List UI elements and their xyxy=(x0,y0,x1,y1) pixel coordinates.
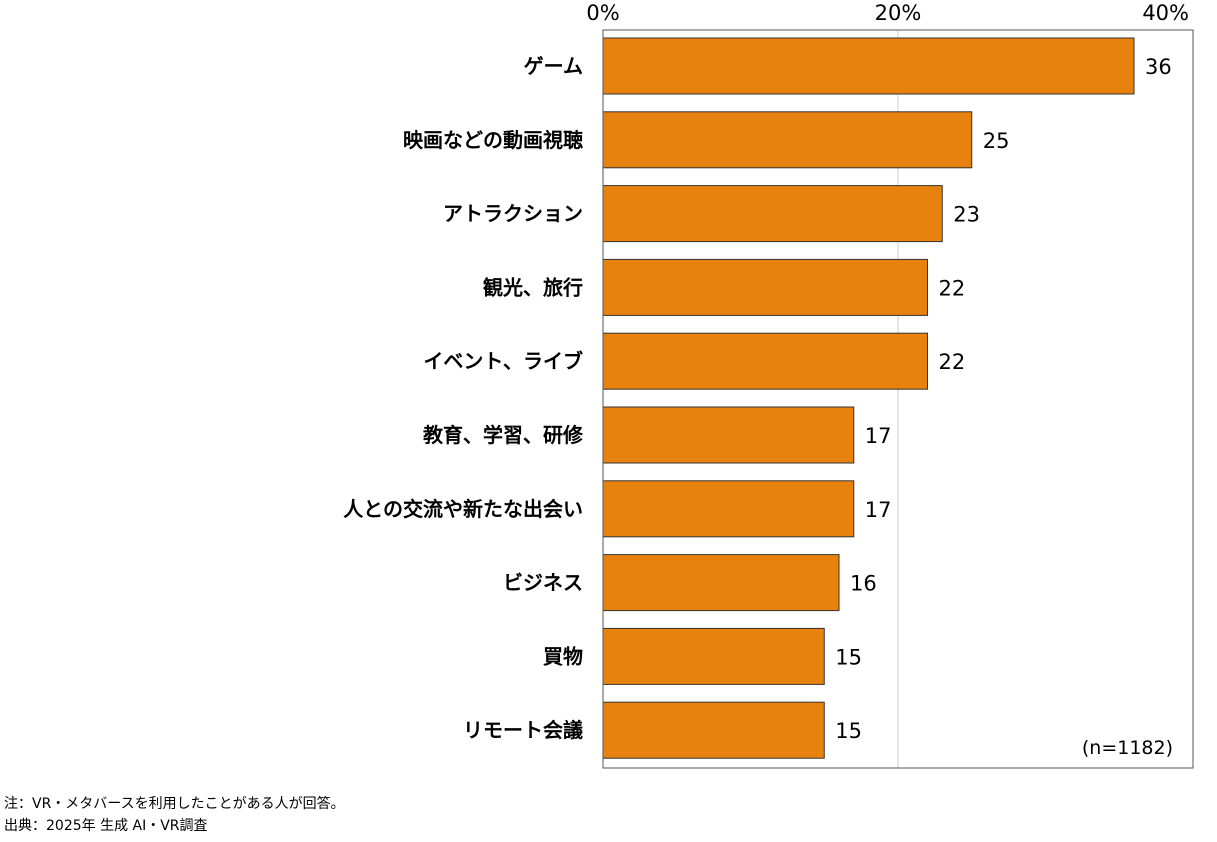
value-label: 16 xyxy=(850,572,877,596)
bar xyxy=(602,258,928,316)
value-label: 17 xyxy=(865,424,892,448)
category-label: 教育、学習、研修 xyxy=(423,423,584,447)
bar xyxy=(602,37,1135,95)
sample-size-note: (n=1182) xyxy=(1082,737,1173,759)
category-label: ビジネス xyxy=(503,571,583,595)
note-footnote: 注：VR・メタバースを利用したことがある人が回答。 xyxy=(4,796,345,812)
category-label: ゲーム xyxy=(524,54,583,78)
tick-labels: 0% 20% 40% xyxy=(586,1,1189,25)
value-label: 36 xyxy=(1145,55,1172,79)
category-label: 映画などの動画視聴 xyxy=(403,128,583,152)
category-label: リモート会議 xyxy=(463,718,583,742)
value-label: 22 xyxy=(939,350,966,374)
value-labels: 36 25 23 22 22 17 17 16 15 15 xyxy=(835,55,1171,743)
bars xyxy=(602,37,1135,759)
bar xyxy=(602,406,855,464)
bar xyxy=(602,185,943,243)
category-label: 人との交流や新たな出会い xyxy=(343,497,583,521)
category-label: 観光、旅行 xyxy=(483,275,583,299)
source-footnote: 出典：2025年 生成 AI・VR調査 xyxy=(4,818,208,834)
value-label: 15 xyxy=(835,645,862,669)
value-label: 23 xyxy=(953,203,980,227)
tick-label: 0% xyxy=(586,1,619,25)
bar xyxy=(602,480,855,538)
tick-label: 20% xyxy=(875,1,922,25)
plot-frame xyxy=(602,29,1194,769)
bar xyxy=(602,111,973,169)
bar xyxy=(602,554,840,612)
tick-label: 40% xyxy=(1142,1,1189,25)
bar xyxy=(602,627,825,685)
category-labels: ゲーム映画などの動画視聴アトラクション観光、旅行イベント、ライブ教育、学習、研修… xyxy=(343,54,584,742)
category-label: 買物 xyxy=(543,644,583,668)
value-label: 25 xyxy=(983,129,1010,153)
bar xyxy=(602,332,928,390)
value-label: 17 xyxy=(865,498,892,522)
category-label: イベント、ライブ xyxy=(423,349,583,373)
category-label: アトラクション xyxy=(443,202,583,226)
bar xyxy=(602,701,825,759)
value-label: 15 xyxy=(835,719,862,743)
value-label: 22 xyxy=(939,276,966,300)
